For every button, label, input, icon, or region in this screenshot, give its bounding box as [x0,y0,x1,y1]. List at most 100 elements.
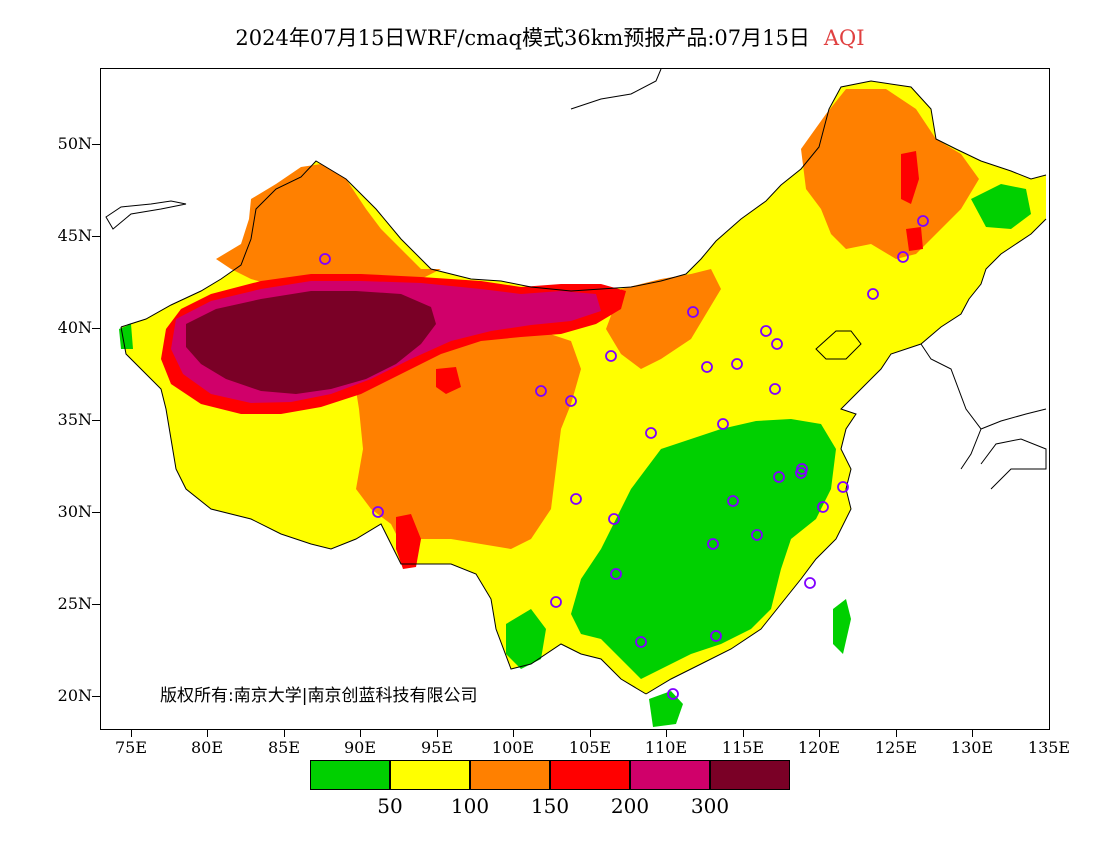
city-marker [608,513,620,525]
region-green-south [571,419,836,679]
city-marker [701,361,713,373]
city-marker [565,395,577,407]
city-marker [707,538,719,550]
legend-label: 200 [610,794,650,818]
city-marker [837,481,849,493]
city-marker [731,358,743,370]
x-tick-mark [972,730,973,737]
city-marker [687,306,699,318]
coast-gulf [815,330,862,360]
city-marker [667,688,679,700]
region-green-sw [506,609,546,669]
legend-label: 50 [377,794,403,818]
city-marker [535,385,547,397]
x-tick-mark [513,730,514,737]
y-tick-mark [92,696,100,697]
lake-balkhash [105,200,187,230]
map-canvas [100,68,1050,730]
city-marker [372,506,384,518]
legend-swatch [550,760,630,790]
x-tick-label: 100E [491,738,535,757]
city-marker [760,325,772,337]
y-tick-mark [92,144,100,145]
legend-label: 300 [690,794,730,818]
x-tick-mark [743,730,744,737]
legend-swatch [390,760,470,790]
y-tick-label: 50N [57,134,92,153]
x-tick-label: 85E [267,738,301,757]
y-tick-mark [92,420,100,421]
region-red-ne [901,151,919,204]
border-line [120,80,1047,328]
region-orange-north [216,164,441,294]
region-red-north [436,367,461,394]
y-tick-label: 25N [57,594,92,613]
x-tick-mark [207,730,208,737]
city-marker [773,471,785,483]
city-marker [867,288,879,300]
city-markers [319,215,929,700]
region-green-sw2 [119,324,133,349]
x-tick-mark [360,730,361,737]
city-marker [769,383,781,395]
y-tick-mark [92,328,100,329]
coastline-layer [105,69,1047,695]
y-tick-label: 40N [57,318,92,337]
coast-line [645,218,1047,695]
region-orange-east [606,269,721,369]
city-marker [751,529,763,541]
y-tick-mark [92,512,100,513]
y-tick-mark [92,236,100,237]
variable-label: AQI [823,26,865,50]
x-tick-label: 135E [1027,738,1071,757]
legend-swatch [470,760,550,790]
y-tick-label: 20N [57,686,92,705]
region-green-taiwan [833,599,851,654]
y-tick-label: 45N [57,226,92,245]
city-marker [610,568,622,580]
y-tick-label: 30N [57,502,92,521]
city-marker [897,251,909,263]
x-tick-label: 75E [114,738,148,757]
x-tick-mark [284,730,285,737]
region-green-ne [971,184,1031,229]
city-marker [771,338,783,350]
x-tick-label: 105E [568,738,612,757]
city-marker [727,495,739,507]
x-tick-mark [819,730,820,737]
legend-swatch [710,760,790,790]
city-marker [319,253,331,265]
region-red-tibet [396,514,421,569]
city-marker [550,596,562,608]
x-tick-mark [666,730,667,737]
y-tick-label: 35N [57,410,92,429]
x-tick-label: 90E [343,738,377,757]
legend-label: 100 [450,794,490,818]
city-marker [804,577,816,589]
x-tick-label: 130E [950,738,994,757]
city-marker [635,636,647,648]
x-tick-mark [131,730,132,737]
legend-label: 150 [530,794,570,818]
region-maroon-core [186,291,436,394]
city-marker [645,427,657,439]
city-marker [605,350,617,362]
city-marker [570,493,582,505]
coast-japan2 [980,438,1047,490]
city-marker [796,463,808,475]
legend-swatch [310,760,390,790]
city-marker [817,501,829,513]
city-marker [917,215,929,227]
region-green-hainan [649,691,683,727]
x-tick-mark [437,730,438,737]
region-orange-ne [801,89,979,259]
map-title: 2024年07月15日WRF/cmaq模式36km预报产品:07月15日 AQI [0,22,1100,52]
coast-korea [920,343,982,470]
x-tick-label: 125E [874,738,918,757]
city-marker [710,630,722,642]
legend-swatch [630,760,710,790]
coast-japan [980,408,1047,430]
title-text: 2024年07月15日WRF/cmaq模式36km预报产品:07月15日 [235,26,810,50]
x-tick-label: 115E [721,738,765,757]
map-fill-layer [119,81,1046,727]
